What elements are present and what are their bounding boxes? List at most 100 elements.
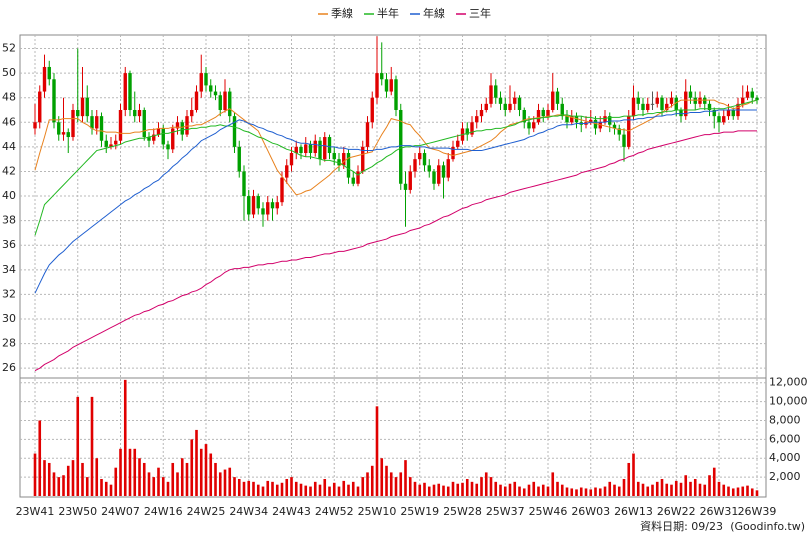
- y2-tick-label: 12,000: [769, 376, 808, 389]
- candle-body: [223, 91, 227, 110]
- volume-bar: [100, 479, 103, 496]
- candle-body: [698, 97, 702, 104]
- candle-body: [665, 103, 669, 110]
- candle-body: [565, 116, 569, 123]
- candle-body: [422, 153, 427, 166]
- x-tick-label: 24W07: [101, 505, 140, 518]
- candle-body: [375, 73, 379, 98]
- candle-body: [99, 116, 104, 141]
- volume-bar: [275, 484, 279, 496]
- candle-body: [570, 116, 574, 123]
- candle-body: [465, 128, 469, 135]
- volume-bar: [570, 488, 574, 496]
- y-tick-label: 40: [2, 189, 16, 202]
- candle-body: [532, 122, 536, 129]
- candle-body: [717, 116, 721, 123]
- candle-body: [679, 109, 683, 117]
- candle-body: [95, 116, 99, 129]
- volume-bar: [242, 481, 246, 496]
- candle-body: [731, 109, 735, 117]
- volume-bar: [332, 482, 336, 496]
- x-tick-label: 26W13: [614, 505, 653, 518]
- volume-bar: [717, 481, 721, 496]
- candle-body: [232, 116, 237, 147]
- candle-body: [726, 109, 731, 117]
- candle-body: [166, 144, 170, 150]
- candle-body: [389, 79, 393, 92]
- volume-bar: [589, 489, 593, 496]
- candle-body: [489, 85, 493, 104]
- candle-body: [470, 122, 474, 135]
- candle-body: [741, 97, 745, 104]
- volume-bar: [556, 481, 559, 496]
- volume-bar: [423, 482, 426, 496]
- candle-body: [209, 85, 213, 92]
- candle-body: [38, 91, 42, 123]
- y-tick-label: 50: [2, 66, 16, 79]
- candle-body: [650, 103, 655, 105]
- volume-bar: [741, 486, 745, 496]
- volume-bar: [138, 458, 141, 496]
- volume-bar: [622, 479, 626, 496]
- volume-bar: [356, 486, 360, 496]
- candle-body: [646, 103, 650, 110]
- volume-bar: [128, 448, 132, 496]
- candle-body: [190, 109, 194, 117]
- legend-label: 半年: [377, 6, 399, 20]
- candle-body: [270, 202, 275, 209]
- volume-bar: [551, 472, 555, 496]
- x-tick-label: 26W03: [571, 505, 610, 518]
- volume-bar: [185, 462, 189, 496]
- legend-label: 年線: [423, 6, 445, 20]
- volume-bar: [484, 472, 488, 496]
- volume-bar: [437, 483, 441, 496]
- candle-body: [693, 97, 697, 104]
- x-tick-label: 26W31: [700, 505, 739, 518]
- candle-body: [617, 128, 621, 135]
- y2-tick-label: 8,000: [769, 413, 801, 426]
- volume-bar: [660, 479, 664, 496]
- x-tick-label: 26W39: [738, 505, 777, 518]
- candle-body: [546, 109, 550, 117]
- candle-body: [432, 171, 436, 184]
- volume-bar: [508, 483, 512, 496]
- x-tick-label: 23W41: [16, 505, 55, 518]
- candle-body: [513, 97, 517, 104]
- candle-body: [237, 146, 241, 172]
- candle-body: [323, 137, 327, 160]
- candle-body: [418, 153, 422, 160]
- x-tick-label: 24W52: [315, 505, 354, 518]
- volume-bar: [594, 487, 597, 496]
- volume-bar: [475, 483, 479, 496]
- source: (Goodinfo.tw): [730, 520, 805, 533]
- volume-bar: [328, 486, 331, 496]
- candle-body: [294, 146, 298, 154]
- candle-body: [536, 109, 541, 123]
- candle-body: [494, 85, 498, 98]
- candle-body: [251, 196, 256, 215]
- volume-bar: [727, 486, 730, 496]
- candle-body: [384, 79, 389, 92]
- candle-body: [627, 116, 631, 147]
- candle-body: [703, 97, 707, 104]
- volume-bar: [560, 484, 564, 496]
- ma-line: [34, 99, 758, 236]
- volume-bar: [489, 477, 493, 496]
- candle-body: [574, 116, 579, 123]
- volume-bar: [418, 484, 422, 496]
- candle-body: [42, 66, 47, 92]
- volume-bar: [389, 472, 393, 496]
- volume-bar: [613, 484, 616, 496]
- candle-body: [707, 103, 712, 110]
- candle-body: [114, 140, 118, 145]
- y-tick-label: 44: [2, 140, 16, 153]
- legend-label: 季線: [331, 6, 353, 20]
- volume-bar: [256, 484, 260, 496]
- volume-bar: [480, 477, 483, 496]
- volume-bar: [109, 484, 113, 496]
- y-tick-label: 42: [2, 164, 16, 177]
- candle-body: [204, 73, 208, 86]
- candle-body: [47, 66, 51, 80]
- volume-bar: [722, 484, 726, 496]
- candle-body: [622, 134, 626, 147]
